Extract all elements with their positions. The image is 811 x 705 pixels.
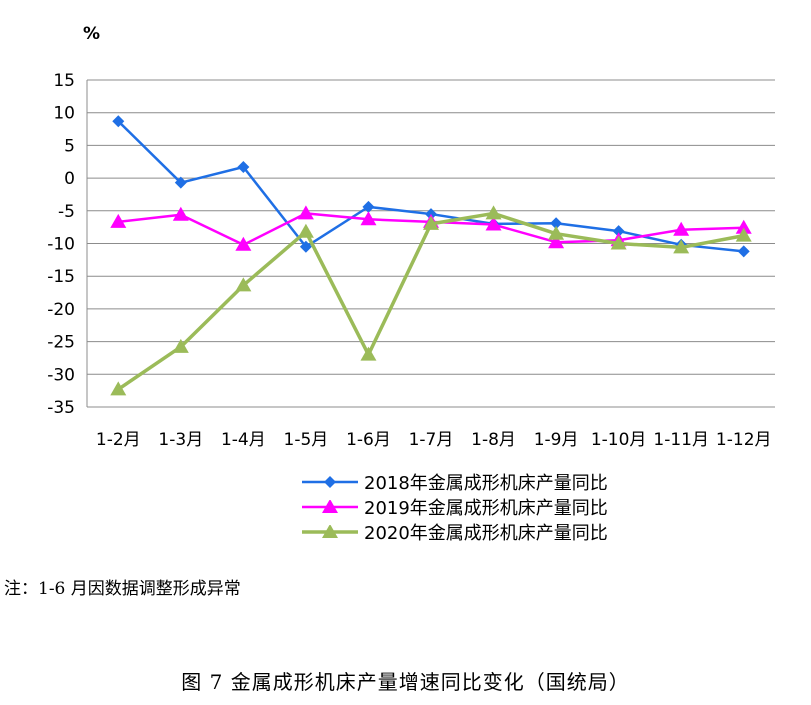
y-tick-label: -35: [47, 398, 75, 418]
x-tick-label: 1-8月: [471, 430, 516, 450]
x-tick-label: 1-2月: [96, 430, 141, 450]
data-point: [322, 499, 338, 513]
x-tick-label: 1-9月: [534, 430, 579, 450]
legend-swatch: [302, 524, 358, 538]
y-tick-label: -25: [47, 333, 75, 353]
y-tick-label: -20: [47, 300, 75, 320]
data-point: [673, 239, 690, 254]
y-tick-label: 10: [53, 104, 75, 124]
data-point: [735, 227, 752, 242]
data-point: [735, 219, 752, 234]
data-point: [297, 223, 314, 238]
data-point: [172, 206, 189, 221]
data-point: [485, 216, 502, 231]
y-tick-label: -5: [58, 202, 75, 222]
legend-label: 2018年金属成形机床产量同比: [364, 472, 608, 494]
data-point: [423, 215, 439, 230]
data-point: [673, 221, 690, 236]
series-1: [112, 115, 750, 258]
y-axis-unit: %: [83, 24, 101, 44]
data-point: [360, 346, 377, 361]
x-tick-label: 1-10月: [591, 430, 647, 450]
series-line: [117, 120, 744, 253]
series-lines: [110, 115, 752, 396]
data-point: [110, 213, 127, 228]
y-tick-label: -15: [47, 267, 75, 287]
legend-item: 2020年金属成形机床产量同比: [300, 519, 608, 544]
data-point: [610, 235, 627, 250]
y-tick-label: 0: [64, 169, 75, 189]
legend-swatch: [302, 475, 358, 488]
legend-label: 2019年金属成形机床产量同比: [364, 497, 608, 519]
data-point: [299, 240, 312, 253]
data-point: [548, 225, 565, 240]
data-point: [362, 200, 375, 213]
x-tick-label: 1-3月: [158, 430, 203, 450]
legend-item: 2019年金属成形机床产量同比: [300, 494, 608, 519]
data-point: [297, 205, 314, 220]
data-point: [112, 115, 125, 128]
data-point: [237, 160, 250, 173]
x-tick-label: 1-12月: [716, 430, 772, 450]
data-point: [548, 234, 565, 249]
plot-area: 15 10 5 0 -5 -10 -15 -20 -25 -30 -35 1-2月 1-3月 1-4月 1-…: [47, 71, 775, 450]
data-point: [235, 277, 252, 292]
data-point: [485, 205, 502, 220]
data-point: [612, 225, 625, 238]
series-line: [117, 211, 745, 391]
data-point: [550, 217, 563, 230]
x-tick-label: 1-6月: [346, 430, 391, 450]
x-tick-label: 1-4月: [221, 430, 266, 450]
data-point: [322, 524, 338, 538]
data-point: [174, 176, 187, 189]
footnote: 注：1-6 月因数据调整形成异常: [4, 579, 241, 599]
y-tick-label: -30: [47, 365, 75, 385]
legend-item: 2018年金属成形机床产量同比: [300, 469, 608, 494]
y-tick-label: 5: [64, 136, 75, 156]
legend-label: 2020年金属成形机床产量同比: [364, 522, 608, 544]
legend-swatch: [302, 499, 358, 513]
y-tick-label: -10: [47, 235, 75, 255]
x-tick-label: 1-7月: [409, 430, 454, 450]
data-point: [360, 211, 377, 226]
data-point: [737, 245, 750, 258]
data-point: [324, 475, 336, 488]
x-tick-label: 1-5月: [284, 430, 329, 450]
data-point: [110, 381, 127, 396]
data-point: [172, 338, 189, 353]
series-3: [110, 205, 752, 396]
axes: 15 10 5 0 -5 -10 -15 -20 -25 -30 -35 1-2月 1-3月 1-4月 1-…: [47, 71, 771, 450]
x-tick-label: 1-11月: [653, 430, 709, 450]
data-point: [235, 236, 252, 251]
y-tick-label: 15: [53, 71, 75, 91]
line-chart: % 15 10 5 0 -5 -10 -15 -20 -25 -30 -35 1-2月 1-3月 1-4月…: [47, 24, 775, 544]
legend: 2018年金属成形机床产量同比 2019年金属成形机床产量同比 2020年金属成形机…: [300, 469, 608, 544]
figure-caption: 图 7 金属成形机床产量增速同比变化（国统局）: [181, 670, 630, 694]
